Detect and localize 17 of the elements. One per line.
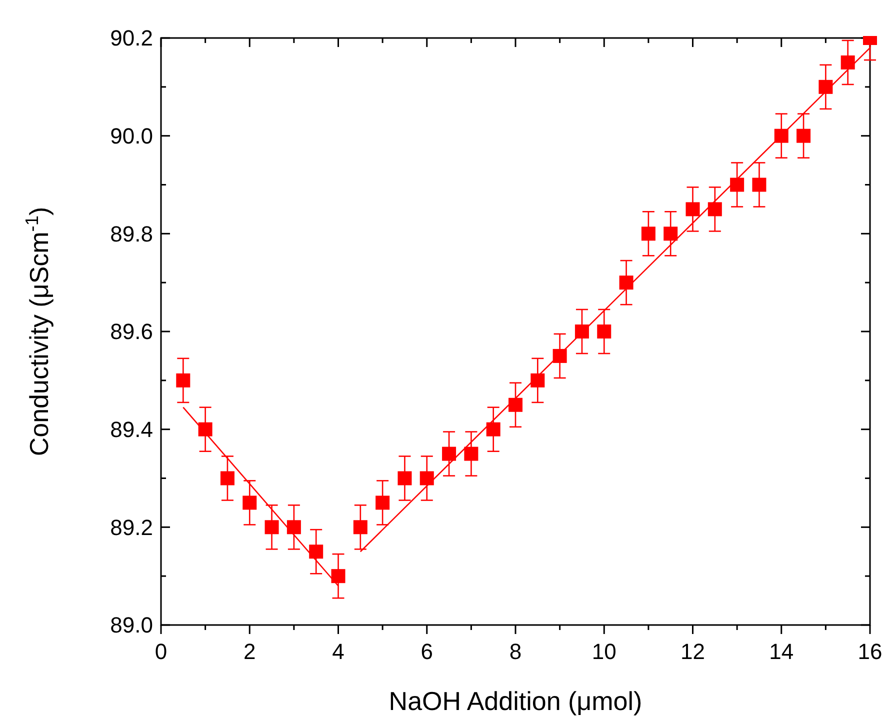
x-tick-label: 8	[509, 639, 522, 664]
y-tick-label: 90.2	[110, 26, 153, 51]
y-tick-label: 89.6	[110, 319, 153, 344]
x-axis-title: NaOH Addition (μmol)	[388, 686, 642, 716]
y-tick-label: 89.0	[110, 612, 153, 638]
y-tick-label: 89.8	[110, 221, 153, 246]
x-tick-label: 2	[244, 639, 256, 664]
x-tick-label: 4	[332, 639, 344, 664]
x-tick-label: 14	[769, 639, 794, 664]
y-tick-label: 89.4	[110, 417, 153, 442]
x-tick-label: 12	[680, 639, 705, 664]
y-tick-label: 89.2	[110, 514, 153, 540]
x-tick-label: 0	[154, 639, 168, 664]
x-tick-label: 10	[592, 639, 616, 664]
x-tick-label: 16	[858, 639, 882, 664]
x-tick-label: 6	[420, 639, 433, 664]
y-tick-label: 90.0	[110, 124, 153, 149]
